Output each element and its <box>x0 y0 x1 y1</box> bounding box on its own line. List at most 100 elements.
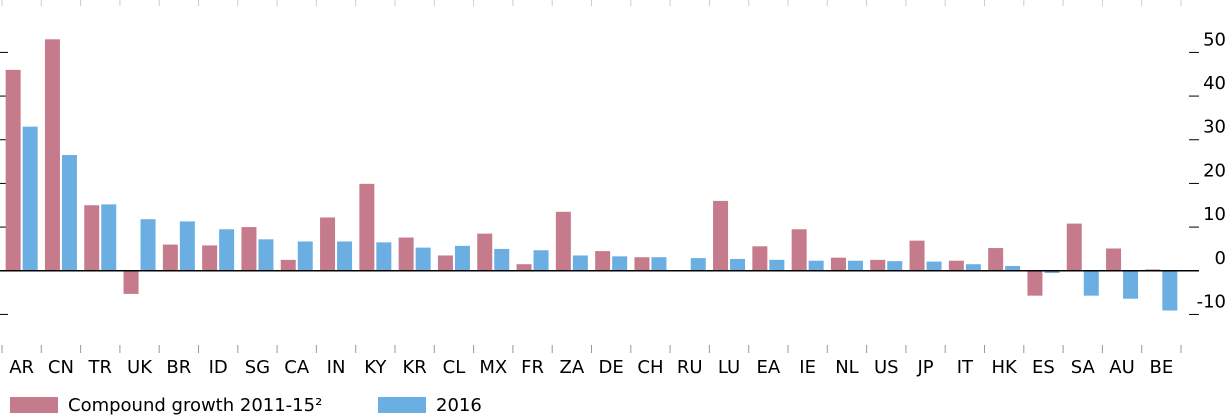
x-tick-label: KR <box>402 357 426 378</box>
x-tick-label: ES <box>1032 357 1055 378</box>
bar <box>454 245 470 271</box>
bar <box>1162 270 1178 311</box>
x-tick-label: CN <box>48 357 74 378</box>
bar <box>162 244 178 271</box>
x-tick-label: LU <box>718 357 740 378</box>
x-tick-label: SG <box>245 357 270 378</box>
bar <box>494 248 510 271</box>
x-tick-label: TR <box>87 357 112 378</box>
bar <box>280 259 296 271</box>
legend-label: Compound growth 2011-15² <box>68 395 322 416</box>
x-tick-label: MX <box>479 357 507 378</box>
x-tick-label: US <box>874 357 899 378</box>
y-tick-label: 20 <box>1203 160 1226 181</box>
x-tick-label: BE <box>1149 357 1173 378</box>
bar <box>258 239 274 271</box>
x-tick-label: EA <box>757 357 781 378</box>
bar <box>1106 248 1122 271</box>
bar <box>1123 270 1139 299</box>
bar <box>847 260 863 271</box>
bar <box>988 248 1004 271</box>
x-tick-label: CH <box>637 357 663 378</box>
bar <box>219 229 235 271</box>
bar <box>791 229 807 271</box>
x-tick-label: NL <box>835 357 859 378</box>
x-tick-label: UK <box>127 357 153 378</box>
bar <box>241 227 257 271</box>
bar <box>44 39 60 271</box>
bar <box>909 240 925 271</box>
bar <box>1027 270 1043 296</box>
bar <box>516 264 532 271</box>
bar <box>1066 223 1082 271</box>
bar <box>101 204 117 271</box>
x-tick-label: SA <box>1071 357 1096 378</box>
x-tick-label: HK <box>991 357 1018 378</box>
bar <box>830 257 846 271</box>
bar <box>202 245 218 271</box>
legend-swatch <box>10 397 58 413</box>
bar <box>752 246 768 271</box>
y-tick-label: 40 <box>1203 73 1226 94</box>
bar <box>84 205 100 271</box>
x-tick-label: AR <box>9 357 34 378</box>
x-tick-label: AU <box>1109 357 1135 378</box>
bar <box>1083 270 1099 296</box>
x-tick-label: RU <box>677 357 703 378</box>
bar <box>123 270 139 294</box>
bar <box>398 237 414 271</box>
bar <box>415 247 431 271</box>
x-tick-label: ZA <box>560 357 585 378</box>
bar <box>713 200 729 271</box>
bar <box>297 241 313 271</box>
bar <box>320 217 336 271</box>
bar <box>359 183 375 271</box>
bar <box>870 259 886 271</box>
legend-label: 2016 <box>436 395 482 416</box>
x-tick-label: ID <box>209 357 228 378</box>
bar <box>690 258 706 271</box>
x-tick-label: FR <box>521 357 544 378</box>
bar <box>948 260 964 271</box>
y-tick-label: 10 <box>1203 204 1226 225</box>
bar <box>634 257 650 271</box>
bar <box>612 256 628 271</box>
bar <box>572 255 588 271</box>
bar <box>179 221 195 271</box>
x-tick-label: DE <box>599 357 624 378</box>
bar <box>769 259 785 271</box>
bar <box>1044 270 1060 273</box>
bar <box>730 258 746 271</box>
bar <box>61 155 77 271</box>
bar <box>337 241 353 271</box>
x-tick-label: IE <box>799 357 816 378</box>
bar <box>808 260 824 271</box>
bar <box>437 255 453 271</box>
bar <box>651 257 667 271</box>
y-tick-label: 0 <box>1215 248 1226 269</box>
bar <box>5 69 21 271</box>
bar <box>533 250 549 271</box>
legend-swatch <box>378 397 426 413</box>
x-tick-label: JP <box>916 357 933 378</box>
bar <box>965 264 981 271</box>
x-tick-label: CA <box>284 357 310 378</box>
x-tick-label: BR <box>166 357 191 378</box>
bar <box>1005 265 1021 271</box>
bar <box>477 233 493 271</box>
bar <box>376 242 392 271</box>
y-tick-label: 30 <box>1203 117 1226 138</box>
x-tick-label: CL <box>443 357 466 378</box>
bar <box>595 251 611 271</box>
y-tick-label: 50 <box>1203 29 1226 50</box>
x-tick-label: KY <box>364 357 387 378</box>
bar <box>887 261 903 271</box>
bar <box>926 261 942 271</box>
bar <box>555 211 571 271</box>
x-tick-label: IN <box>327 357 346 378</box>
y-tick-label: -10 <box>1197 291 1226 312</box>
x-tick-label: IT <box>957 357 974 378</box>
bar <box>22 126 38 271</box>
bar <box>140 219 156 271</box>
